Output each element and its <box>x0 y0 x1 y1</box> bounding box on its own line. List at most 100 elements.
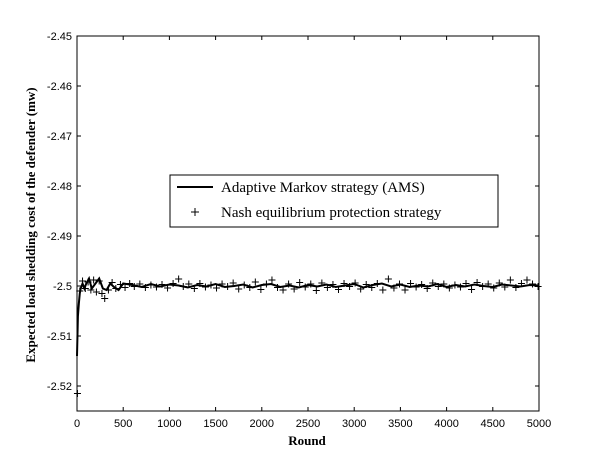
nash-marker <box>506 276 514 284</box>
legend-label-ams: Adaptive Markov strategy (AMS) <box>221 180 425 196</box>
nash-marker <box>312 287 320 294</box>
x-tick-label: 2500 <box>296 418 320 430</box>
nash-marker <box>384 275 392 283</box>
nash-marker <box>121 284 129 291</box>
nash-marker <box>501 283 509 291</box>
nash-marker <box>279 286 287 294</box>
nash-marker <box>136 280 144 288</box>
legend-plus-swatch <box>191 208 199 216</box>
nash-marker <box>81 285 89 292</box>
nash-marker <box>412 283 420 291</box>
nash-marker <box>235 285 243 293</box>
nash-marker <box>379 286 387 294</box>
nash-marker <box>434 283 442 290</box>
nash-marker <box>362 281 370 288</box>
y-tick-label: -2.45 <box>47 31 72 43</box>
legend-label-nash: Nash equilibrium protection strategy <box>221 205 442 221</box>
y-axis-label: Expected load shedding cost of the defen… <box>23 87 38 362</box>
nash-marker <box>473 279 481 286</box>
y-tick-label: -2.51 <box>47 331 72 343</box>
nash-marker <box>462 280 470 287</box>
nash-marker <box>179 283 187 290</box>
nash-marker <box>285 280 293 288</box>
nash-marker <box>512 284 520 291</box>
nash-marker <box>84 278 92 286</box>
x-tick-label: 2000 <box>250 418 274 430</box>
x-tick-label: 4500 <box>481 418 505 430</box>
nash-marker <box>301 283 309 291</box>
nash-marker <box>440 280 448 288</box>
nash-marker <box>207 281 215 289</box>
nash-marker <box>240 281 248 289</box>
x-axis-label: Round <box>288 433 326 448</box>
nash-marker <box>296 279 304 286</box>
nash-marker <box>529 280 537 288</box>
nash-marker <box>87 286 95 294</box>
y-tick-label: -2.47 <box>47 131 72 143</box>
nash-marker <box>257 286 265 293</box>
nash-marker <box>445 284 453 292</box>
nash-marker <box>357 285 365 293</box>
nash-marker <box>395 280 403 288</box>
nash-marker <box>164 284 172 292</box>
nash-marker <box>190 285 198 292</box>
nash-marker <box>251 278 259 286</box>
x-tick-label: 1000 <box>157 418 181 430</box>
y-tick-label: -2.52 <box>47 381 72 393</box>
nash-marker <box>262 280 270 288</box>
y-tick-label: -2.48 <box>47 181 72 193</box>
legend: Adaptive Markov strategy (AMS) Nash equi… <box>169 174 499 228</box>
nash-marker <box>517 280 525 287</box>
nash-marker <box>323 284 331 291</box>
nash-marker <box>490 284 498 292</box>
nash-marker <box>73 390 81 397</box>
nash-marker <box>484 280 492 288</box>
nash-marker <box>274 284 282 291</box>
nash-marker <box>112 285 120 292</box>
nash-marker <box>307 280 315 288</box>
nash-marker <box>158 281 166 288</box>
nash-marker <box>196 280 204 287</box>
nash-marker <box>346 283 354 290</box>
nash-marker <box>429 279 437 287</box>
nash-marker <box>141 284 149 291</box>
x-tick-label: 4000 <box>434 418 458 430</box>
nash-marker <box>523 276 531 284</box>
nash-marker <box>229 279 237 287</box>
nash-marker <box>92 288 100 296</box>
nash-marker <box>456 283 464 291</box>
nash-marker <box>468 286 476 293</box>
nash-marker <box>90 276 98 284</box>
nash-marker <box>175 275 183 283</box>
data-layer <box>73 275 542 397</box>
axes-layer: 0 500 1000 1500 2000 2500 3000 3500 4000 4500 5000… <box>47 31 551 430</box>
nash-marker <box>104 286 112 294</box>
y-tick-label: -2.5 <box>53 281 72 293</box>
nash-marker <box>268 276 276 284</box>
x-tick-label: 5000 <box>527 418 551 430</box>
y-tick-label: -2.49 <box>47 231 72 243</box>
nash-marker <box>329 281 337 288</box>
nash-marker <box>423 285 431 292</box>
nash-marker <box>201 283 209 291</box>
legend-box <box>169 174 499 228</box>
nash-marker <box>76 287 84 295</box>
nash-marker <box>116 281 124 288</box>
x-tick-label: 0 <box>74 418 80 430</box>
nash-marker <box>185 280 193 288</box>
nash-marker <box>79 277 87 285</box>
nash-marker <box>390 284 398 292</box>
nash-marker <box>224 283 232 290</box>
nash-marker <box>340 280 348 287</box>
nash-marker <box>130 283 138 290</box>
nash-marker <box>334 286 342 293</box>
nash-marker <box>318 279 326 287</box>
nash-marker <box>213 284 221 292</box>
nash-marker <box>147 281 155 289</box>
x-tick-label: 3500 <box>388 418 412 430</box>
nash-marker <box>101 295 109 302</box>
y-tick-label: -2.46 <box>47 81 72 93</box>
nash-marker <box>418 281 426 288</box>
x-tick-label: 3000 <box>342 418 366 430</box>
